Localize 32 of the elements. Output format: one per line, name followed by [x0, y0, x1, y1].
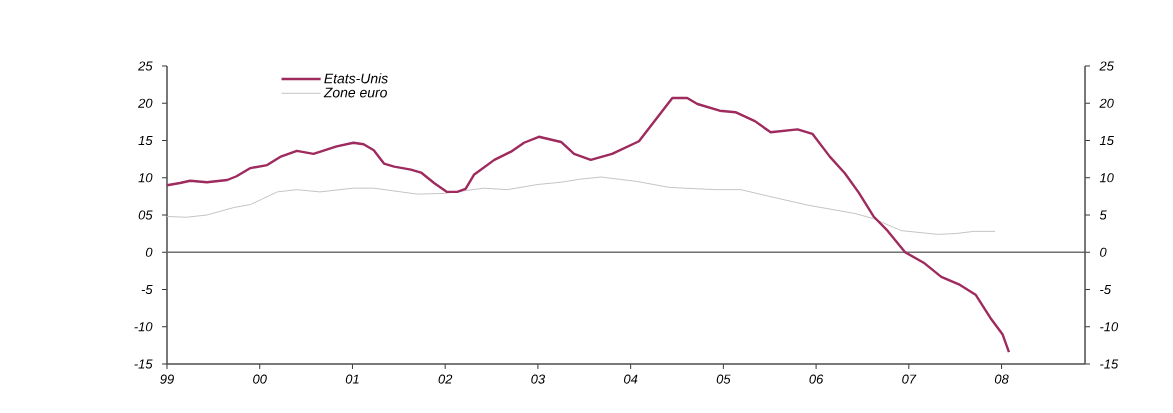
y-tick-label: -15 — [134, 359, 153, 369]
y-tick-label: 15 — [138, 135, 153, 146]
x-tick-label: 02 — [438, 374, 453, 384]
y-tick-label: 0 — [145, 247, 153, 257]
y2-tick-label: 5 — [1099, 210, 1107, 220]
y2-tick-label: -15 — [1100, 359, 1119, 369]
y-tick-label: -5 — [141, 284, 153, 295]
x-tick-label: 06 — [809, 374, 824, 384]
y2-tick-label: -10 — [1100, 322, 1119, 332]
y-tick-label: 05 — [138, 210, 153, 220]
y2-tick-label: 0 — [1100, 247, 1107, 257]
y2-tick-label: -5 — [1100, 284, 1112, 295]
x-tick-label: 05 — [716, 374, 731, 384]
y2-tick-label: 10 — [1099, 173, 1114, 183]
y-tick-label: -10 — [134, 322, 153, 332]
line-series — [167, 96, 1011, 354]
y2-tick-label: 25 — [1099, 61, 1114, 71]
y2-tick-label: 20 — [1099, 98, 1114, 108]
x-tick-label: 99 — [160, 374, 174, 384]
x-tick-label: 07 — [902, 374, 917, 384]
x-tick-label: 01 — [345, 374, 359, 384]
legend-label: Zone euro — [323, 87, 387, 98]
x-tick-label: 08 — [994, 374, 1009, 384]
legend-label: Etats-Unis — [324, 73, 388, 84]
y2-tick-label: 15 — [1099, 135, 1114, 146]
x-tick-label: 03 — [531, 374, 545, 384]
y-tick-label: 20 — [138, 98, 153, 108]
y-tick-label: 25 — [138, 61, 153, 71]
y-tick-label: 10 — [138, 173, 153, 183]
x-tick-label: 04 — [624, 374, 638, 384]
line-series — [167, 176, 996, 235]
x-tick-label: 00 — [253, 374, 267, 384]
